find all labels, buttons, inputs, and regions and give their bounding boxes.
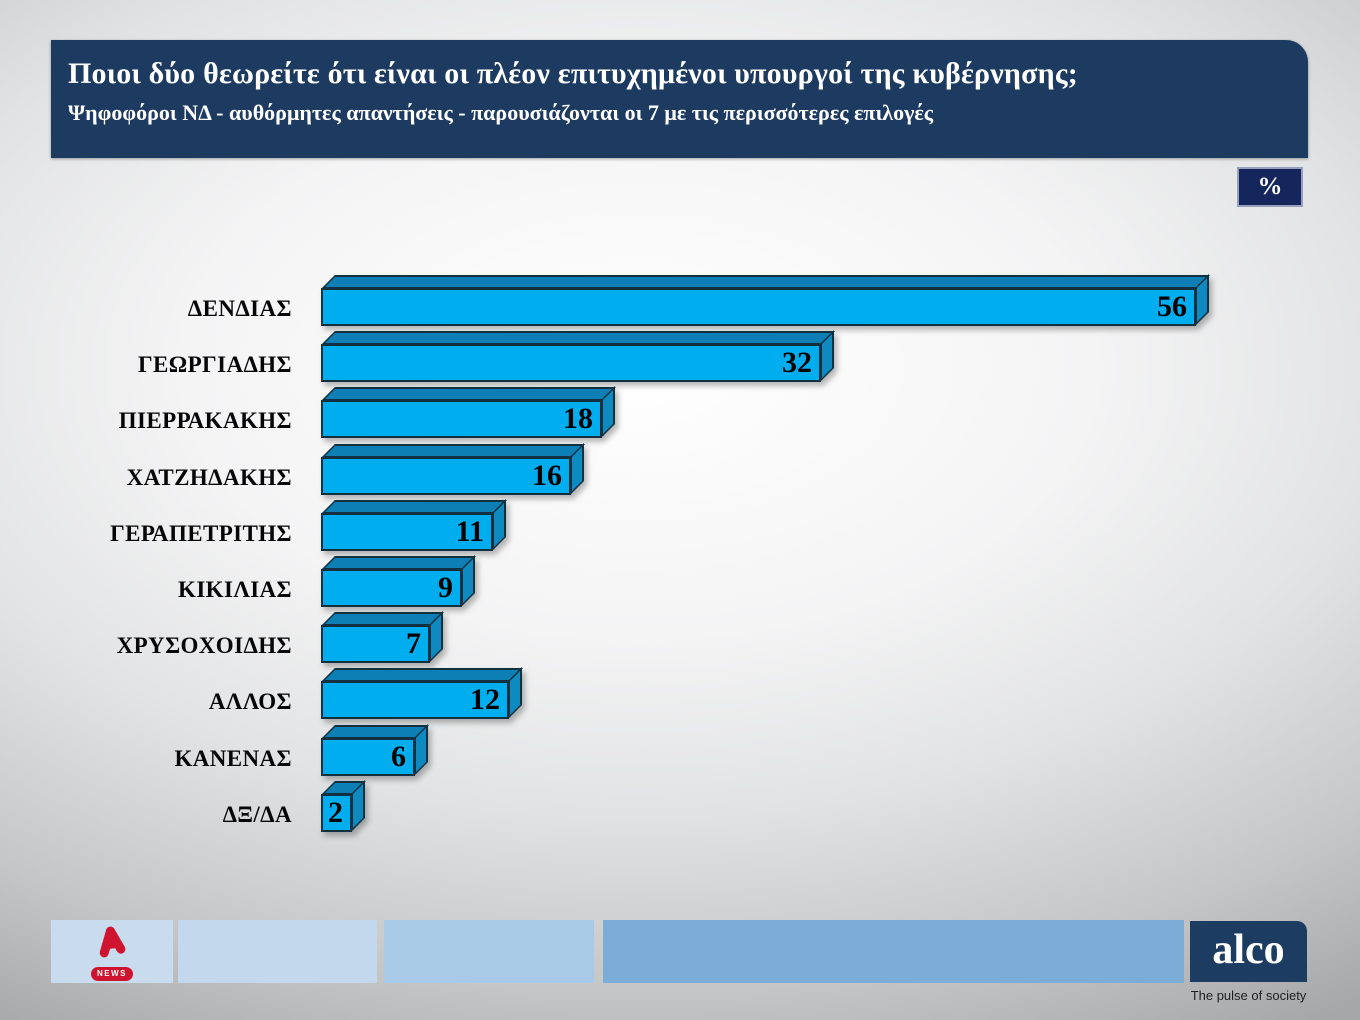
alco-tagline: The pulse of society bbox=[1190, 988, 1307, 1003]
bar-label: ΓΕΡΑΠΕΤΡΙΤΗΣ bbox=[110, 521, 292, 546]
bar-face-topf bbox=[321, 444, 585, 458]
bar: 56 bbox=[321, 274, 1210, 326]
alco-logo: alco bbox=[1190, 921, 1307, 982]
bar-value: 16 bbox=[532, 459, 562, 492]
footer-band-2 bbox=[178, 920, 377, 983]
question-subtitle: Ψηφοφόροι ΝΔ - αυθόρμητες απαντήσεις - π… bbox=[68, 100, 934, 125]
bar-face-front bbox=[321, 457, 571, 495]
bar-face-topf bbox=[321, 556, 476, 570]
bar-face-front bbox=[321, 400, 602, 438]
bar-face-front bbox=[321, 794, 352, 832]
bar-face-topf bbox=[321, 668, 523, 682]
bar-value: 11 bbox=[455, 515, 484, 548]
bar-value: 7 bbox=[406, 627, 421, 660]
alpha-a-icon bbox=[99, 926, 126, 958]
bar-face-front bbox=[321, 625, 430, 663]
bar-face-topf bbox=[321, 725, 429, 739]
bar-face-front bbox=[321, 681, 509, 719]
alpha-news-logo: NEWS bbox=[51, 924, 173, 981]
bar-face-topf bbox=[321, 612, 444, 626]
bar-value: 2 bbox=[328, 796, 343, 829]
bar-value: 18 bbox=[563, 402, 593, 435]
bar-label: ΧΑΤΖΗΔΑΚΗΣ bbox=[126, 465, 292, 490]
bar-value: 6 bbox=[391, 740, 406, 773]
bar: 12 bbox=[321, 667, 523, 719]
bar-face-front bbox=[321, 288, 1196, 326]
bar-label: ΚΑΝΕΝΑΣ bbox=[174, 746, 292, 771]
footer-band-3 bbox=[384, 920, 594, 983]
bar-label: ΔΕΝΔΙΑΣ bbox=[187, 296, 292, 321]
alco-logo-text: alco bbox=[1212, 926, 1285, 973]
bar-value: 56 bbox=[1157, 290, 1187, 323]
bar: 18 bbox=[321, 386, 616, 438]
bar-face-front bbox=[321, 738, 415, 776]
bar-label: ΑΛΛΟΣ bbox=[208, 689, 292, 714]
bar: 32 bbox=[321, 330, 835, 382]
bar-face-front bbox=[321, 344, 821, 382]
bar-face-topf bbox=[321, 500, 507, 514]
bar-label: ΚΙΚΙΛΙΑΣ bbox=[178, 577, 292, 602]
bar-label: ΔΞ/ΔΑ bbox=[222, 802, 292, 827]
bar: 9 bbox=[321, 555, 476, 607]
bar-value: 12 bbox=[470, 683, 500, 716]
percent-badge: % bbox=[1237, 167, 1303, 207]
bar-face-topf bbox=[321, 275, 1210, 289]
alpha-news-label: NEWS bbox=[91, 967, 133, 981]
bar-label: ΧΡΥΣΟΧΟΙΔΗΣ bbox=[116, 633, 292, 658]
bar: 6 bbox=[321, 724, 429, 776]
bar: 16 bbox=[321, 443, 585, 495]
footer-band-1: NEWS bbox=[51, 920, 173, 983]
bar-face-front bbox=[321, 569, 462, 607]
bar: 7 bbox=[321, 611, 444, 663]
bar-face-topf bbox=[321, 331, 835, 345]
bar: 11 bbox=[321, 499, 507, 551]
footer-band-4 bbox=[603, 920, 1184, 983]
bar-face-topf bbox=[321, 387, 616, 401]
bar: 2 bbox=[321, 780, 366, 832]
bar-label: ΠΙΕΡΡΑΚΑΚΗΣ bbox=[118, 408, 292, 433]
bar-value: 32 bbox=[782, 346, 812, 379]
question-header: Ποιοι δύο θεωρείτε ότι είναι οι πλέον επ… bbox=[51, 40, 1308, 158]
bar-value: 9 bbox=[438, 571, 453, 604]
bar-face-front bbox=[321, 513, 493, 551]
question-title: Ποιοι δύο θεωρείτε ότι είναι οι πλέον επ… bbox=[68, 57, 1078, 90]
bar-label: ΓΕΩΡΓΙΑΔΗΣ bbox=[138, 352, 292, 377]
